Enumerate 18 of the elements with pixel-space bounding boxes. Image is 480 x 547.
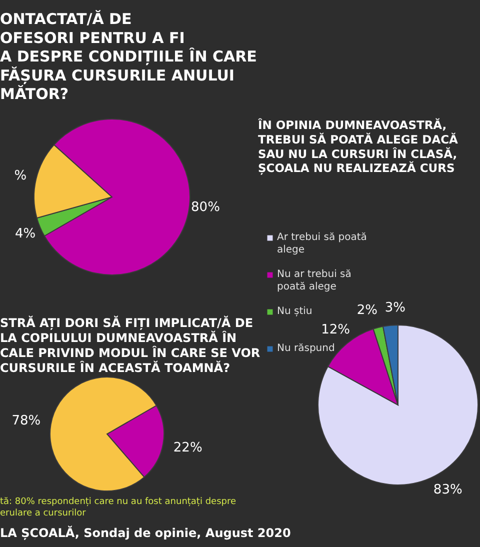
text: LA ȘCOALĂ, Sondaj de opinie, August 2020 (0, 525, 291, 540)
data-label: 83% (433, 482, 462, 498)
data-label: 2% (356, 303, 378, 318)
chart-title: ÎN OPINIA DUMNEAVOASTRĂ, TREBUI SĂ POATĂ ALEGE DACĂ SAU NU LA CURSURI ÎN CLASĂ, ȘCOALA NU REALIZEAZĂ CURS (258, 118, 458, 176)
data-label: 4% (15, 226, 36, 242)
legend-label: Nu răspund (277, 343, 335, 354)
data-label: 12% (321, 322, 350, 338)
chart-title: ONTACTAT/Ă DE OFESORI PENTRU A FI A DESPRE CONDIȚIILE ÎN CARE FĂȘURA CURSURILE ANULUI MĂTOR? (0, 9, 257, 103)
text: tă: 80% respondenți care nu au fost anunțați despre erulare a cursurilor (0, 497, 236, 518)
data-label: 80% (191, 200, 220, 215)
chart-title: STRĂ AȚI DORI SĂ FIȚI IMPLICAT/Ă DE LA COPILULUI DUMNEAVOASTRĂ ÎN CALE PRIVIND MODUL ÎN CARE SE VOR CURSURILE ÎN ACEASTĂ TOAMNĂ? (0, 315, 260, 375)
data-label: 22% (173, 440, 202, 456)
legend-label: Nu știu (277, 306, 312, 317)
data-label: 78% (12, 413, 41, 428)
data-label: % (14, 168, 27, 184)
data-label: 3% (384, 300, 406, 316)
legend-label: Ar trebui să poată alege (277, 232, 367, 256)
legend-label: Nu ar trebui să poată alege (277, 269, 352, 292)
